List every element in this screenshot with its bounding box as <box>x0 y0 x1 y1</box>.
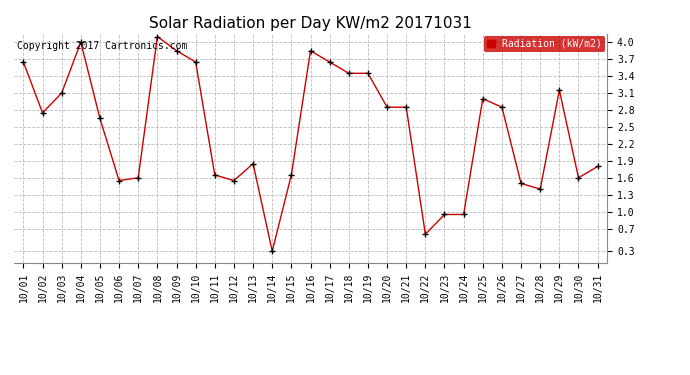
Legend: Radiation (kW/m2): Radiation (kW/m2) <box>484 36 605 51</box>
Text: Copyright 2017 Cartronics.com: Copyright 2017 Cartronics.com <box>17 40 187 51</box>
Title: Solar Radiation per Day KW/m2 20171031: Solar Radiation per Day KW/m2 20171031 <box>149 16 472 31</box>
